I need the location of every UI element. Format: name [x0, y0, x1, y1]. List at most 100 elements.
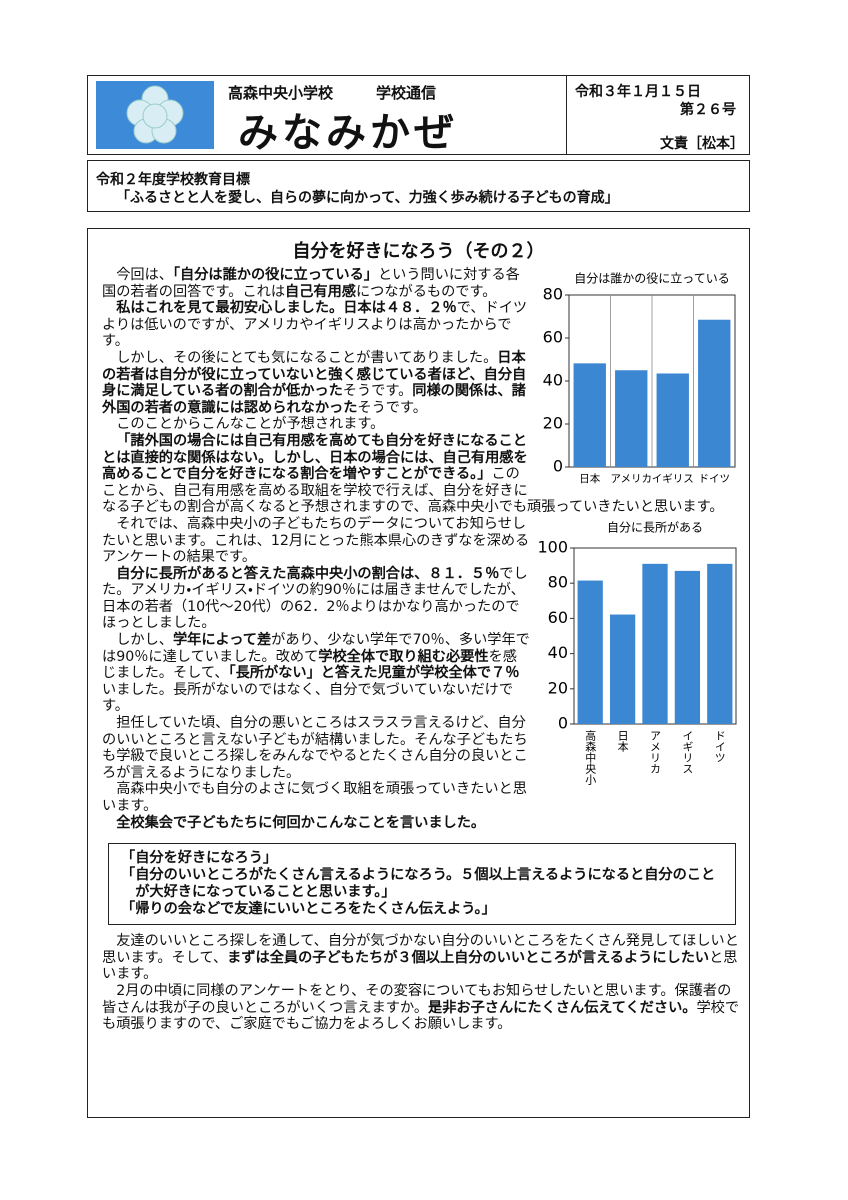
text-run: という問いに対する各国の若者の回答です。これは [102, 267, 520, 300]
x-tick-label: 日本 [616, 730, 629, 753]
x-tick-label: ドイツ [699, 473, 731, 485]
bar [707, 563, 733, 724]
paragraph: しかし、学年によって差があり、少ない学年で70％、多い学年では90％に達していま… [102, 632, 742, 715]
bar [609, 614, 636, 724]
text-run: 今回は、 [116, 267, 173, 283]
closing-paragraph: 友達のいいところ探しを通して、自分が気づかない自分のいいところをたくさん発見して… [102, 933, 742, 983]
text-run: そうです。 [342, 383, 413, 400]
y-tick-label: 80 [543, 285, 563, 304]
text-run: 学校全体で取り組む必要性 [318, 648, 489, 665]
text-run: 高森中央小でも自分のよさに気づく取組を頑張っていきたいと思います。 [102, 781, 527, 814]
article-body: 自分は誰かの役に立っている 0 20 40 60 80 日本 アメリカ イギリス ドイツ 今回は、「… [102, 267, 742, 1033]
text-run: 2月の中頃に同様のアンケートをとり、その変容についてもお知らせしたいと思います。… [102, 982, 732, 1016]
bar [674, 570, 701, 724]
y-tick-label: 20 [543, 414, 563, 433]
text-run: 自己有用感 [285, 283, 356, 300]
text-run: しかし、 [116, 632, 173, 649]
paragraph: 私はこれを見て最初安心しました。日本は４８．２％で、ドイツよりは低いのですが、ア… [102, 300, 742, 350]
article-box: 自分を好きになろう（その２） 自分は誰かの役に立っている 0 20 40 60 80 日本ア… [87, 228, 750, 1118]
text-run: 自分に長所があると答えた高森中央小の割合は、８１．５％ [116, 565, 500, 582]
x-tick-label: アメリカ [611, 473, 652, 485]
chart-title: 自分は誰かの役に立っている [574, 271, 729, 286]
text-run: まずは全員の子どもたちが３個以上自分のいいところが言えるようにしたい [227, 949, 710, 966]
text-run: でした。アメリカ・イギリス・ドイツの約90％には届きませんでしたが、日本の若者（… [102, 565, 528, 632]
goal-text: 「ふるさとと人を愛し、自らの夢に向かって、力強く歩み続ける子どもの育成」 [116, 190, 619, 206]
text-run: 学校でも頑張りますので、ご家庭でもご協力をよろしくお願いします。 [102, 999, 740, 1033]
logo-flower [126, 85, 184, 144]
y-tick-label: 0 [553, 457, 563, 476]
bar [698, 319, 731, 467]
text-run: このことからこんなことが予想されます。 [116, 416, 385, 433]
text-run: につながるものです。 [355, 283, 497, 300]
header-box: 高森中央小学校 学校通信 みなみかぜ 令和３年１月１５日 第２６号 文責［松本］ [87, 74, 752, 156]
closing-paragraph: 2月の中頃に同様のアンケートをとり、その変容についてもお知らせしたいと思います。… [102, 983, 742, 1033]
text-run: 友達のいいところ探しを通して、自分が気づかない自分のいいところをたくさん発見して… [102, 933, 739, 966]
y-tick-label: 100 [537, 537, 568, 556]
bar [615, 370, 648, 467]
text-run: 学年によって差 [172, 632, 272, 649]
y-tick-label: 60 [548, 608, 568, 627]
paragraph: 高森中央小でも自分のよさに気づく取組を頑張っていきたいと思います。 [102, 781, 742, 814]
text-run: 全校集会で子どもたちに何回かこんなことを言いました。 [116, 814, 486, 831]
x-tick-label: 日本 [579, 472, 600, 485]
paragraph: 今回は、「自分は誰かの役に立っている」という問いに対する各国の若者の回答です。こ… [102, 267, 742, 300]
text-run: と思います。 [102, 949, 738, 983]
paragraph: 「諸外国の場合には自己有用感を高めても自分を好きになることとは直接的な関係はない… [102, 433, 742, 516]
text-run: 担任していた頃、自分の悪いところはスラスラ言えるけど、自分のいいところと言えない… [102, 715, 528, 781]
date-box: 令和３年１月１５日 第２６号 文責［松本］ [566, 74, 752, 155]
bar [573, 363, 606, 467]
text-run: 是非お子さんにたくさん伝えてください。 [428, 999, 697, 1016]
text-run: いました。長所がないのではなく、自分で気づいていないだけです。 [102, 681, 514, 715]
quote-line: 「帰りの会などで友達にいいところをたくさん伝えよう。」 [121, 901, 496, 918]
school-name: 高森中央小学校 [228, 84, 334, 102]
series-name: 学校通信 [376, 84, 437, 102]
paragraph: 全校集会で子どもたちに何回かこんなことを言いました。 [102, 815, 742, 832]
goal-box: 令和２年度学校教育目標 「ふるさとと人を愛し、自らの夢に向かって、力強く歩み続け… [87, 160, 750, 212]
goal-label: 令和２年度学校教育目標 [96, 172, 250, 188]
text-run: それでは、高森中央小の子どもたちのデータについてお知らせしたいと思います。これは… [102, 515, 530, 566]
x-tick-label: イギリス [681, 730, 694, 774]
paragraph: それでは、高森中央小の子どもたちのデータについてお知らせしたいと思います。これは… [102, 516, 742, 566]
author: 文責［松本］ [660, 135, 744, 152]
article-heading: 自分を好きになろう（その２） [292, 241, 545, 262]
text-run: を感じました。そして、 [102, 648, 517, 682]
bar [577, 580, 603, 724]
text-run: があり、少ない学年で70％、多い学年では90％に達していました。改めて [102, 632, 530, 665]
paragraph: しかし、その後にとても気になることが書いてありました。日本の若者は自分が役に立っ… [102, 350, 742, 416]
y-tick-label: 20 [548, 678, 568, 697]
text-run: 同様の関係は、諸外国の若者の意識には認められなかった [102, 383, 526, 416]
quote-line: 「自分のいいところがたくさん言えるようになろう。５個以上言えるようになると自分の… [121, 867, 716, 901]
quote-line: 「自分を好きになろう」 [121, 850, 278, 867]
y-tick-label: 80 [548, 573, 568, 592]
y-tick-label: 0 [558, 713, 568, 732]
issue: 第２６号 [680, 101, 736, 118]
bar-chart: 自分に長所がある 0 20 40 60 80 100 高森中央小 日本 アメリカ イギリス ドイツ [537, 519, 737, 786]
bar-chart: 自分は誰かの役に立っている 0 20 40 60 80 日本 アメリカ イギリス ドイツ [543, 271, 736, 485]
quote-box: 「自分を好きになろう」 「自分のいいところがたくさん言えるようになろう。５個以上言… [108, 843, 736, 926]
text-run: 「長所がない」と答えた児童が学校全体で７％ [228, 665, 520, 682]
y-tick-label: 60 [543, 328, 563, 347]
text-run: 「諸外国の場合には自己有用感を高めても自分を好きになることとは直接的な関係はない… [102, 432, 528, 483]
paragraph: このことからこんなことが予想されます。 [102, 416, 742, 433]
text-run: 日本の若者は自分が役に立っていないと強く感じている者ほど、自分自身に満足している… [102, 349, 527, 400]
bar [656, 373, 689, 467]
text-run: で、ドイツよりは低いのですが、アメリカやイギリスよりは高かったからです。 [102, 300, 528, 350]
x-tick-label: 高森中央小 [584, 729, 597, 786]
paragraph: 担任していた頃、自分の悪いところはスラスラ言えるけど、自分のいいところと言えない… [102, 715, 742, 781]
chart-title: 自分に長所がある [607, 519, 703, 534]
y-tick-label: 40 [548, 643, 568, 662]
x-tick-label: イギリス [652, 473, 694, 485]
date: 令和３年１月１５日 [575, 83, 701, 100]
logo [96, 81, 214, 149]
text-run: 私はこれを見て最初安心しました。日本は４８．２％ [116, 300, 457, 317]
text-run: 「自分は誰かの役に立っている」 [172, 267, 378, 283]
y-tick-label: 40 [543, 371, 563, 390]
text-run: そうです。 [357, 399, 427, 416]
newsletter-title: みなみかぜ [238, 110, 458, 156]
text-run: このことから、自己有用感を高める取組を学校で行えば、自分を好きになる子どもの割合… [102, 466, 724, 516]
paragraph: 自分に長所があると答えた高森中央小の割合は、８１．５％でした。アメリカ・イギリス… [102, 566, 742, 632]
x-tick-label: ドイツ [713, 730, 726, 763]
x-tick-label: アメリカ [649, 730, 662, 774]
bar [642, 563, 668, 724]
